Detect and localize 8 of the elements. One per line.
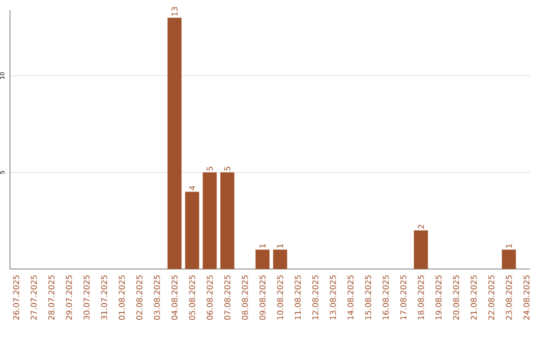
bar: [256, 250, 270, 269]
bar: [220, 172, 234, 269]
bar: [185, 192, 200, 269]
bar: [414, 230, 428, 269]
bar: [273, 250, 288, 269]
bar: [168, 18, 182, 269]
bar: [202, 172, 217, 269]
bar: [502, 250, 516, 269]
